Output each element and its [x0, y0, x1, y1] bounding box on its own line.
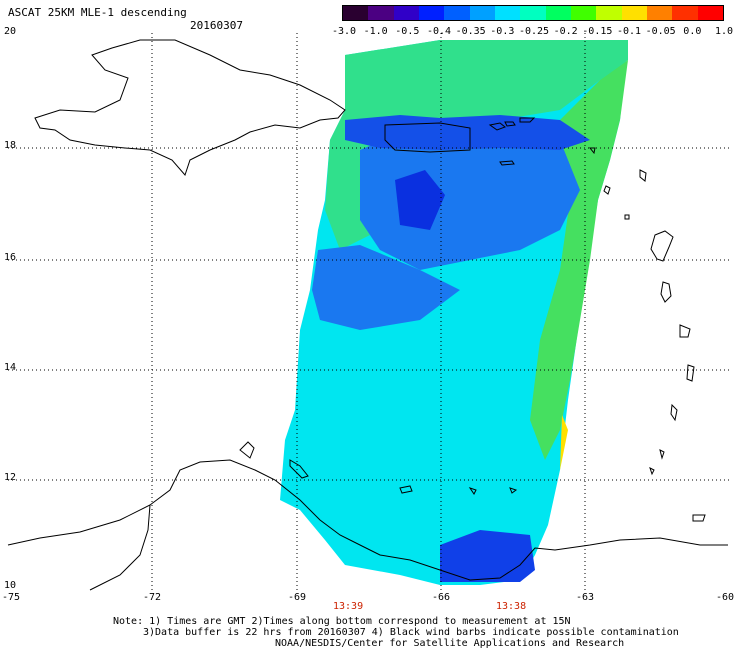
- lon-label-75: -75: [2, 592, 21, 603]
- colorbar-swatch: [697, 6, 723, 20]
- colorbar-swatch: [444, 6, 470, 20]
- colorbar-label: -0.25: [518, 26, 550, 37]
- colorbar-label: -0.5: [395, 26, 420, 37]
- map-date: 20160307: [190, 19, 243, 32]
- colorbar-swatch: [494, 6, 521, 20]
- lon-label-66: -66: [432, 592, 451, 603]
- lat-label-18: 18: [4, 140, 17, 151]
- lon-label-60: -60: [716, 592, 735, 603]
- footer-notes: Note: 1) Times are GMT 2)Times along bot…: [113, 616, 679, 649]
- lat-label-14: 14: [4, 362, 17, 373]
- colorbar-swatch: [520, 6, 546, 20]
- lon-label-69: -69: [288, 592, 307, 603]
- colorbar-swatch: [570, 6, 597, 20]
- colorbar-label: -3.0: [331, 26, 357, 37]
- colorbar-swatch: [621, 6, 647, 20]
- colorbar-label: -1.0: [363, 26, 388, 37]
- colorbar-label: -0.1: [616, 26, 642, 37]
- colorbar-swatch: [418, 6, 445, 20]
- note-line-2: 3)Data buffer is 22 hrs from 20160307 4)…: [143, 627, 679, 638]
- colorbar-label: 1.0: [714, 26, 734, 37]
- lon-label-72: -72: [143, 592, 162, 603]
- colorbar-label: 0.0: [683, 26, 702, 37]
- time-label-1: 13:39: [333, 601, 364, 612]
- colorbar-swatch: [393, 6, 419, 20]
- lon-label-63: -63: [576, 592, 595, 603]
- colorbar-label: -0.05: [645, 26, 676, 37]
- colorbar: [342, 5, 724, 21]
- colorbar-label: -0.2: [553, 26, 578, 37]
- map-title: ASCAT 25KM MLE-1 descending: [8, 6, 187, 19]
- colorbar-swatch: [646, 6, 673, 20]
- colorbar-swatch: [672, 6, 698, 20]
- note-line-3: NOAA/NESDIS/Center for Satellite Applica…: [275, 638, 625, 649]
- note-line-1: Note: 1) Times are GMT 2)Times along bot…: [113, 616, 571, 627]
- colorbar-labels: -3.0 -1.0 -0.5 -0.4 -0.35 -0.3 -0.25 -0.2 -0.15-…: [330, 26, 740, 38]
- colorbar-label: -0.35: [455, 26, 486, 37]
- colorbar-swatch: [368, 6, 394, 20]
- lat-label-16: 16: [4, 252, 17, 263]
- colorbar-swatch: [596, 6, 622, 20]
- time-label-2: 13:38: [496, 601, 527, 612]
- colorbar-swatch: [343, 6, 369, 20]
- colorbar-swatch: [469, 6, 495, 20]
- coastlines: [7, 39, 728, 591]
- lat-label-12: 12: [4, 472, 17, 483]
- colorbar-swatch: [545, 6, 571, 20]
- data-swath: [280, 40, 628, 585]
- colorbar-label: -0.15: [582, 26, 613, 37]
- colorbar-label: -0.4: [426, 26, 452, 37]
- colorbar-label: -0.3: [490, 26, 515, 37]
- lat-label-20: 20: [4, 26, 17, 37]
- lat-label-10: 10: [4, 580, 17, 591]
